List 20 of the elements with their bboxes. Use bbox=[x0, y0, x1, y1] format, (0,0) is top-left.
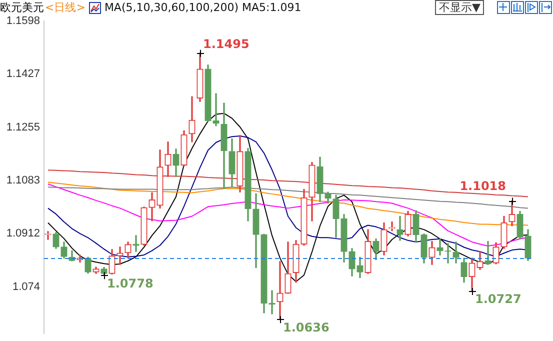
candlestick bbox=[396, 216, 404, 241]
y-tick-label: 1.1255 bbox=[6, 121, 40, 134]
y-tick-label: 1.1598 bbox=[6, 15, 40, 28]
candlestick bbox=[212, 93, 220, 126]
chart-subtitle: <日线> bbox=[45, 0, 86, 15]
annotation: 1.0727 bbox=[475, 292, 522, 306]
annotation: 1.0636 bbox=[283, 320, 330, 334]
candlestick bbox=[436, 238, 444, 256]
y-tick-label: 1.1427 bbox=[6, 68, 40, 80]
annotation: 1.1018 bbox=[460, 178, 506, 193]
candlestick bbox=[116, 246, 124, 265]
annotation: 1.0778 bbox=[107, 276, 154, 290]
text: MA(5,10,30,60,100,200) MA5:1.091 bbox=[104, 1, 302, 14]
annotation: 1.1495 bbox=[203, 37, 250, 52]
y-tick-label: 1.0912 bbox=[6, 228, 40, 240]
y-tick-label: 1.1083 bbox=[6, 174, 40, 187]
y-tick-label: 1.074 bbox=[12, 280, 40, 293]
text: 不显示▼ bbox=[435, 0, 484, 15]
chart-title: 欧元美元 bbox=[0, 0, 44, 15]
candlestick bbox=[484, 241, 492, 265]
